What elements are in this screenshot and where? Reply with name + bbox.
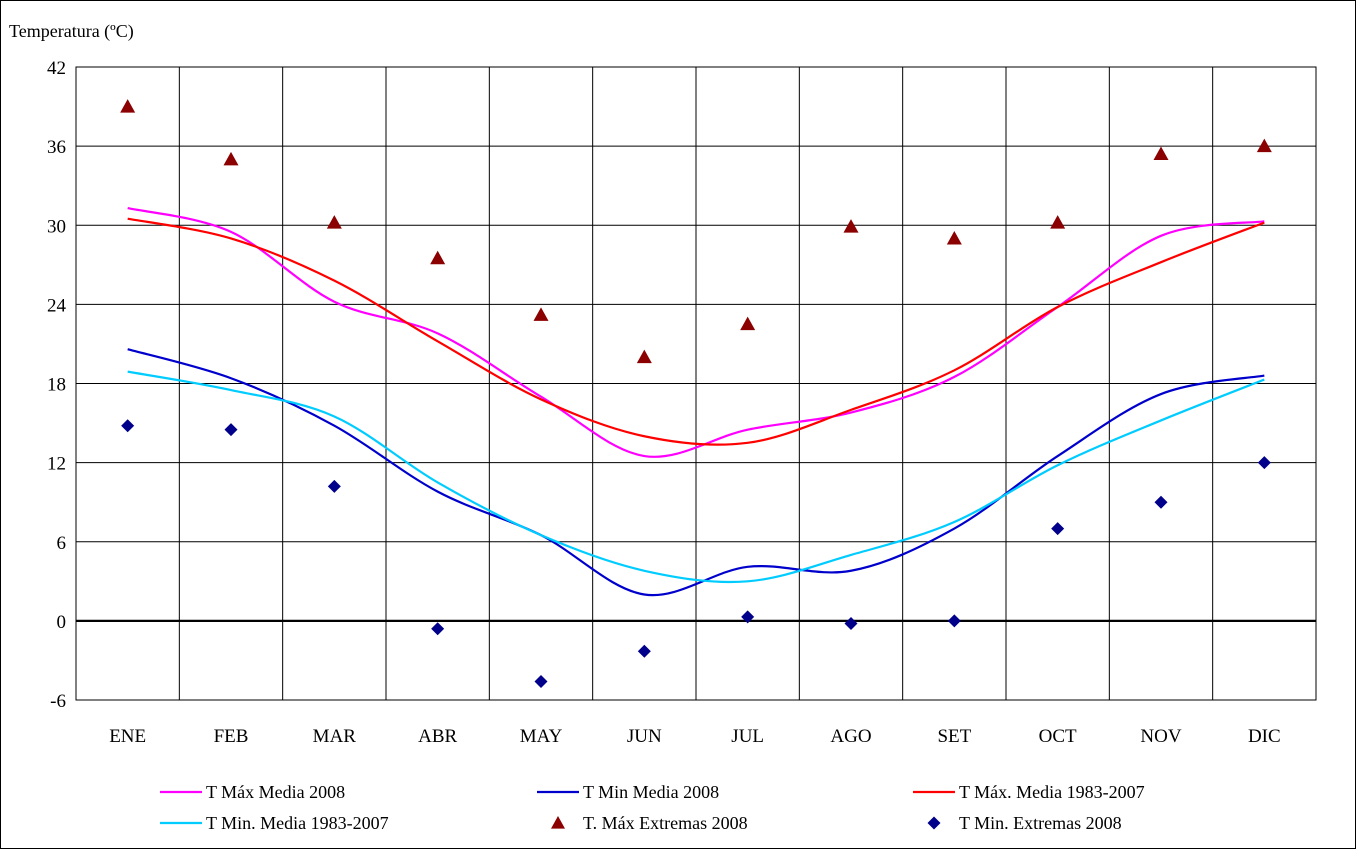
marker-t-min-extremas-2008 <box>741 610 755 624</box>
legend-label-t-max-media-1983-2007: T Máx. Media 1983-2007 <box>959 782 1145 802</box>
series-line-t-min-media-1983-2007 <box>127 370 1265 584</box>
y-tick-label: 6 <box>57 533 67 554</box>
marker-t-min-extremas-2008 <box>534 675 548 689</box>
marker-t-min-extremas-2008 <box>224 423 238 437</box>
x-tick-label: MAR <box>313 726 357 747</box>
marker-t-min-extremas-2008 <box>1154 495 1168 509</box>
marker-t-max-extremas-2008 <box>223 151 239 166</box>
x-tick-label: AGO <box>830 726 871 747</box>
marker-t-max-extremas-2008 <box>326 215 342 229</box>
y-tick-label: 42 <box>47 58 66 79</box>
x-tick-label: JUN <box>627 726 662 747</box>
plot-area: -6 0 6 12 18 24 30 36 42 ENE FEB MAR ABR MAY JUN JUL AGO… <box>47 58 1317 747</box>
x-tick-label: ABR <box>418 726 457 747</box>
y-tick-label: 0 <box>57 612 67 633</box>
marker-t-min-extremas-2008 <box>947 614 961 628</box>
marker-t-min-extremas-2008 <box>431 622 445 636</box>
y-tick-label: 18 <box>47 375 66 396</box>
marker-t-max-extremas-2008 <box>843 219 859 233</box>
x-tick-label: OCT <box>1039 726 1077 747</box>
marker-t-max-extremas-2008 <box>1050 215 1066 229</box>
x-tick-label: ENE <box>109 726 146 747</box>
y-tick-label: 24 <box>47 295 67 316</box>
marker-t-max-extremas-2008 <box>1256 138 1272 153</box>
marker-t-max-extremas-2008 <box>120 99 136 113</box>
legend-label-t-max-media-2008: T Máx Media 2008 <box>206 782 345 802</box>
marker-t-min-extremas-2008 <box>844 617 858 631</box>
marker-t-max-extremas-2008 <box>430 250 446 265</box>
series-line-t-min-media-2008 <box>127 348 1265 597</box>
legend-label-t-max-extremas-2008: T. Máx Extremas 2008 <box>583 813 748 833</box>
marker-t-max-extremas-2008 <box>636 349 652 364</box>
marker-t-min-extremas-2008 <box>1051 522 1065 536</box>
y-tick-label: -6 <box>50 691 66 712</box>
legend-swatch-t-min-extremas-2008 <box>927 816 941 830</box>
legend-swatch-t-max-extremas-2008 <box>551 816 565 829</box>
x-tick-label: MAY <box>520 726 563 747</box>
marker-t-min-extremas-2008 <box>121 419 135 433</box>
legend-label-t-min-media-1983-2007: T Min. Media 1983-2007 <box>206 813 389 833</box>
x-tick-label: JUL <box>731 726 764 747</box>
series-line-t-max-media-1983-2007 <box>127 217 1265 446</box>
legend-label-t-min-extremas-2008: T Min. Extremas 2008 <box>959 813 1122 833</box>
legend: T Máx Media 2008 T Min Media 2008 T Máx. M… <box>160 782 1145 833</box>
x-tick-label: FEB <box>214 726 249 747</box>
y-axis-title: Temperatura (ºC) <box>9 21 134 42</box>
marker-t-max-extremas-2008 <box>740 316 756 331</box>
series-line-t-max-media-2008 <box>127 207 1265 458</box>
legend-label-t-min-media-2008: T Min Media 2008 <box>583 782 719 802</box>
marker-t-max-extremas-2008 <box>1153 146 1169 161</box>
marker-t-max-extremas-2008 <box>946 230 962 245</box>
x-tick-label: DIC <box>1248 726 1281 747</box>
x-tick-label: SET <box>937 726 971 747</box>
marker-t-max-extremas-2008 <box>533 307 549 321</box>
x-tick-label: NOV <box>1140 726 1181 747</box>
y-tick-label: 30 <box>47 216 66 237</box>
marker-t-min-extremas-2008 <box>327 479 341 493</box>
y-tick-label: 36 <box>47 137 66 158</box>
marker-t-min-extremas-2008 <box>637 644 651 658</box>
y-tick-label: 12 <box>47 454 66 475</box>
marker-t-min-extremas-2008 <box>1257 456 1271 470</box>
